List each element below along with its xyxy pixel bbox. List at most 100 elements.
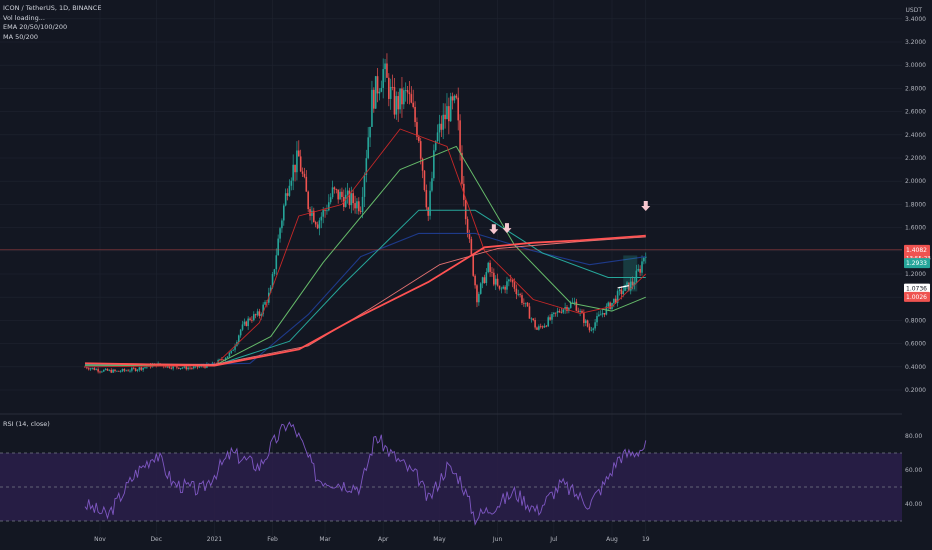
candle-body [598, 314, 600, 317]
candle-body [299, 156, 302, 172]
candle-body [254, 314, 257, 316]
candle-body [84, 366, 86, 368]
candle-body [523, 302, 525, 304]
candle-body [132, 367, 135, 369]
candle-body [326, 210, 328, 212]
ema100-line [84, 209, 646, 367]
candle-body [524, 302, 527, 304]
candle-body [196, 365, 199, 368]
candle-body [252, 314, 255, 321]
candle-body [431, 178, 433, 191]
candle-body [230, 350, 233, 353]
symbol-title[interactable]: ICON / TetherUS, 1D, BINANCE [3, 4, 102, 12]
price-tick-label: 3.0000 [905, 62, 926, 69]
candle-body [549, 317, 551, 320]
candle-body [566, 307, 568, 311]
indicator-vol[interactable]: Vol loading... [3, 13, 45, 22]
candle-body [530, 318, 533, 320]
candle-body [91, 367, 94, 369]
candle-body [222, 359, 225, 361]
price-tick-label: 1.6000 [905, 225, 926, 232]
candle-body [275, 255, 278, 270]
candle-body [288, 185, 291, 196]
candle-body [481, 277, 484, 284]
candle-body [637, 268, 640, 271]
candle-body [256, 311, 259, 316]
candle-body [307, 191, 309, 210]
candle-body [626, 282, 628, 285]
candle-body [313, 210, 315, 223]
indicator-ema[interactable]: EMA 20/50/100/200 [3, 23, 68, 31]
candle-body [170, 367, 173, 369]
rsi-title[interactable]: RSI (14, close) [3, 420, 50, 428]
candle-body [541, 326, 544, 328]
rsi-tick-label: 40.00 [905, 501, 922, 508]
candle-body [144, 367, 146, 368]
candle-body [121, 369, 124, 372]
candle-body [397, 96, 399, 110]
candle-body [590, 329, 593, 331]
candle-body [219, 359, 221, 361]
candle-body [86, 366, 88, 369]
candle-body [181, 367, 184, 369]
candle-body [305, 176, 308, 192]
candle-body [168, 365, 171, 368]
candle-body [534, 320, 536, 328]
candle-body [476, 285, 478, 303]
candle-body [618, 289, 621, 292]
candle-body [438, 123, 441, 133]
candle-body [577, 310, 580, 312]
candle-body [346, 190, 349, 195]
time-tick-label: Jun [492, 536, 503, 543]
candle-body [393, 87, 396, 115]
time-tick-label: May [433, 536, 446, 543]
candle-body [391, 86, 394, 88]
candle-body [198, 366, 201, 368]
candle-body [568, 307, 570, 311]
price-tick-label: 3.2000 [905, 39, 926, 46]
price-tick-label: 2.6000 [905, 109, 926, 116]
candle-body [129, 370, 131, 372]
candle-body [504, 286, 506, 290]
price-tag-white: 1.0736 [906, 286, 927, 293]
candle-body [404, 90, 407, 91]
candle-body [191, 368, 193, 369]
candle-body [603, 313, 606, 315]
candle-body [423, 170, 426, 191]
candle-body [294, 164, 296, 173]
candle-body [350, 193, 353, 206]
ema200-line [84, 234, 646, 367]
candle-body [478, 293, 480, 303]
ema20-line [84, 128, 647, 368]
candle-body [95, 369, 98, 371]
chart-legend: ICON / TetherUS, 1D, BINANCE Vol loading… [3, 4, 101, 42]
time-tick-label: Jul [549, 536, 558, 543]
candle-body [592, 328, 595, 330]
candle-body [282, 205, 285, 221]
candle-body [114, 369, 116, 371]
candle-body [508, 279, 510, 282]
candle-body [179, 368, 182, 369]
price-tick-label: 1.2000 [905, 271, 926, 278]
candle-body [296, 150, 298, 173]
time-axis[interactable]: Nov Dec 2021 Feb Mar Apr May Jun Jul Aug 19 [94, 536, 650, 543]
candle-body [303, 173, 306, 177]
candle-body [419, 141, 422, 159]
down-arrow-icon [641, 201, 651, 212]
candle-body [448, 106, 450, 122]
candle-body [292, 164, 294, 181]
candle-body [410, 94, 413, 103]
indicator-ma[interactable]: MA 50/200 [3, 32, 38, 41]
candle-body [119, 371, 122, 373]
candle-body [243, 321, 246, 325]
candle-body [521, 295, 523, 303]
candle-body [358, 201, 360, 212]
candle-body [509, 279, 512, 281]
candle-body [329, 197, 332, 203]
candle-body [412, 102, 415, 107]
candle-body [449, 96, 452, 122]
time-tick-label: 19 [642, 536, 650, 543]
candle-body [429, 190, 431, 216]
